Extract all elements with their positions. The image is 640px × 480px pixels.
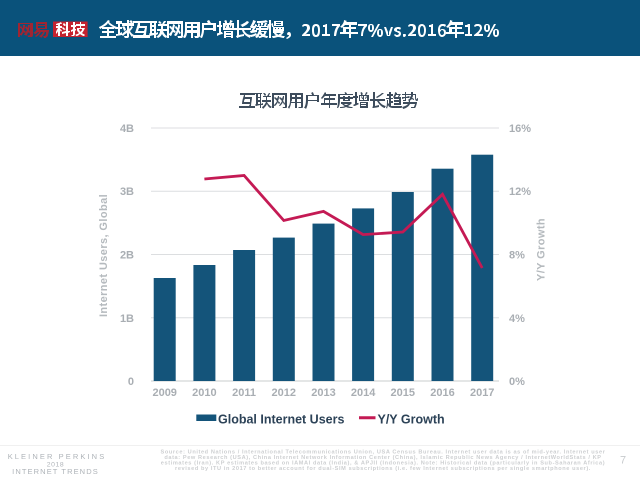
svg-text:4B: 4B [120,123,134,135]
svg-text:2016: 2016 [430,387,454,399]
svg-text:KLEINER PERKINS: KLEINER PERKINS [8,452,107,461]
svg-text:1B: 1B [120,313,134,325]
svg-text:INTERNET TRENDS: INTERNET TRENDS [12,467,99,476]
svg-text:7: 7 [620,455,626,467]
svg-text:0: 0 [128,376,134,388]
svg-text:revised by ITU in 2017 to bett: revised by ITU in 2017 to better account… [175,466,591,472]
svg-text:3B: 3B [120,186,134,198]
svg-text:2015: 2015 [391,387,415,399]
svg-text:12%: 12% [509,186,531,198]
svg-text:estimates (Iran). KP estimates: estimates (Iran). KP estimates based on … [161,461,605,467]
svg-text:Source: United Nations / Inter: Source: United Nations / International T… [161,449,606,455]
svg-text:16%: 16% [509,123,531,135]
svg-text:data: Pew Research (USA), Chin: data: Pew Research (USA), China Internet… [164,455,601,461]
svg-text:2018: 2018 [47,462,65,469]
svg-text:2013: 2013 [311,387,335,399]
svg-text:2B: 2B [120,250,134,262]
svg-text:Internet Users, Global: Internet Users, Global [98,194,110,317]
svg-text:8%: 8% [509,250,525,262]
svg-text:2017: 2017 [470,387,494,399]
svg-text:2014: 2014 [351,387,376,399]
svg-text:0%: 0% [509,376,525,388]
svg-text:Global Internet Users: Global Internet Users [218,413,344,427]
svg-text:Y/Y Growth: Y/Y Growth [536,218,548,281]
svg-text:Y/Y Growth: Y/Y Growth [378,413,445,427]
svg-text:2011: 2011 [232,387,256,399]
svg-text:2010: 2010 [192,387,216,399]
svg-text:2009: 2009 [152,387,176,399]
svg-text:4%: 4% [509,313,525,325]
svg-text:2012: 2012 [272,387,296,399]
